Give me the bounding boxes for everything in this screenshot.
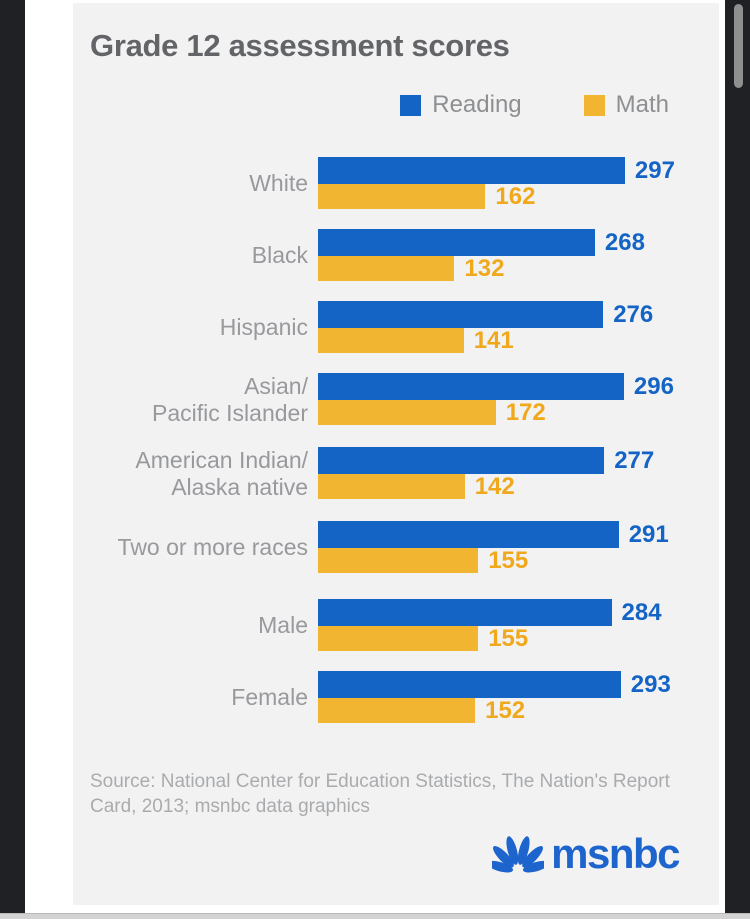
category-label: Black [251, 241, 308, 268]
reading-bar [318, 373, 624, 400]
bar-row: Two or more races 291 155 [90, 521, 719, 573]
math-bar [318, 256, 455, 281]
category-label: Hispanic [219, 313, 308, 340]
bar-row: Black 268 132 [90, 229, 719, 281]
horizontal-scrollbar-track[interactable] [0, 913, 750, 919]
vertical-scrollbar-thumb[interactable] [734, 4, 743, 88]
bar-group: 277 142 [318, 447, 654, 501]
category-label: White [249, 169, 308, 196]
math-value-label: 141 [473, 326, 514, 354]
bar-group: 268 132 [318, 229, 645, 281]
reading-bar [318, 229, 595, 256]
bar-row: American Indian/Alaska native 277 142 [90, 447, 719, 501]
reading-value-label: 284 [621, 598, 662, 626]
reading-bar [318, 447, 605, 474]
bar-row: Female 293 152 [90, 671, 719, 723]
reading-value-label: 297 [634, 156, 675, 184]
reading-value-label: 268 [604, 228, 645, 256]
math-value-label: 155 [488, 624, 529, 652]
msnbc-wordmark: msnbc [551, 830, 680, 878]
bar-row: Hispanic 276 141 [90, 301, 719, 353]
bar-group: 297 162 [318, 157, 675, 209]
reading-bar [318, 157, 625, 184]
reading-bar [318, 671, 621, 698]
math-value-label: 132 [464, 254, 505, 282]
math-value-label: 162 [495, 182, 536, 210]
legend-item-reading: Reading [400, 91, 522, 119]
bar-rows: White 297 162 Black 268 132 Hispanic 276 141 Asia… [90, 157, 719, 723]
dark-edge-left [0, 0, 25, 913]
chart-card: Grade 12 assessment scores Reading Math … [73, 3, 719, 905]
math-value-label: 142 [474, 472, 515, 500]
reading-bar [318, 599, 612, 626]
bar-row: White 297 162 [90, 157, 719, 209]
bar-row: Asian/Pacific Islander 296 172 [90, 373, 719, 427]
bar-group: 291 155 [318, 521, 669, 573]
math-bar [318, 328, 464, 353]
math-bar [318, 184, 486, 209]
math-bar [318, 698, 476, 723]
math-bar [318, 400, 496, 425]
dark-edge-right [725, 0, 750, 913]
bar-group: 276 141 [318, 301, 653, 353]
bar-group: 284 155 [318, 599, 662, 651]
reading-bar [318, 301, 604, 328]
msnbc-logo: msnbc [73, 833, 719, 875]
math-value-label: 172 [505, 398, 546, 426]
category-label: Asian/Pacific Islander [152, 373, 308, 426]
math-bar [318, 474, 465, 499]
source-note: Source: National Center for Education St… [90, 771, 670, 818]
reading-value-label: 291 [628, 520, 669, 548]
math-value-label: 152 [485, 696, 526, 724]
legend-label-math: Math [615, 91, 669, 118]
reading-value-label: 276 [613, 300, 654, 328]
reading-value-label: 277 [614, 446, 655, 474]
chart-title: Grade 12 assessment scores [90, 28, 510, 63]
bar-row: Male 284 155 [90, 599, 719, 651]
category-label: Male [258, 611, 308, 638]
math-swatch-icon [583, 94, 605, 116]
math-bar [318, 548, 479, 573]
category-label: Female [231, 683, 308, 710]
category-label: Two or more races [117, 533, 308, 560]
chart-legend: Reading Math [73, 91, 719, 119]
nbc-peacock-icon [492, 836, 545, 873]
math-value-label: 155 [488, 546, 529, 574]
category-label: American Indian/Alaska native [135, 447, 308, 500]
legend-label-reading: Reading [432, 91, 522, 118]
math-bar [318, 626, 479, 651]
reading-value-label: 293 [630, 670, 671, 698]
reading-value-label: 296 [633, 372, 674, 400]
bar-group: 296 172 [318, 373, 674, 427]
reading-bar [318, 521, 619, 548]
bar-group: 293 152 [318, 671, 671, 723]
reading-swatch-icon [400, 94, 422, 116]
legend-item-math: Math [583, 91, 669, 119]
